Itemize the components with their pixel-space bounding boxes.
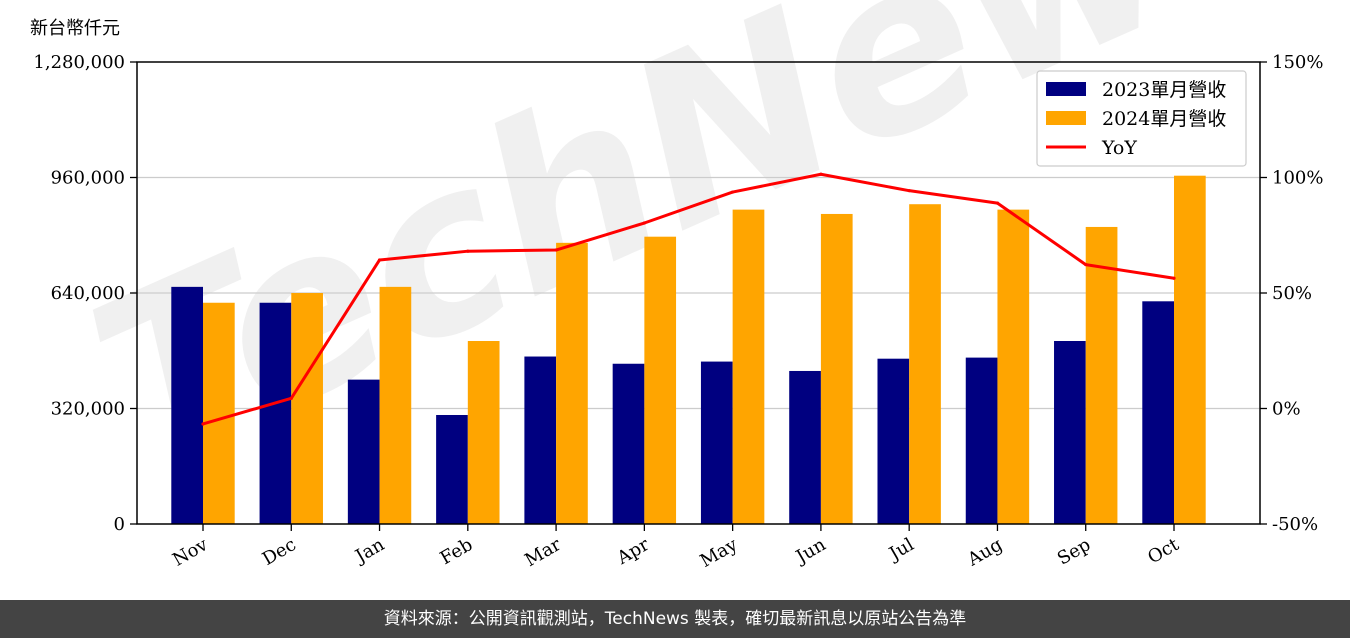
bar-2024-apr xyxy=(644,236,677,524)
x-tick-label-oct: Oct xyxy=(1144,534,1183,569)
bar-2024-dec xyxy=(291,293,323,524)
x-tick-label-nov: Nov xyxy=(169,534,212,571)
source-footer: 資料來源：公開資訊觀測站，TechNews 製表，確切最新訊息以原站公告為準 xyxy=(0,600,1350,638)
yoy-line xyxy=(202,172,1175,426)
bar-2023-apr xyxy=(612,363,645,524)
y-tick-label: 0 xyxy=(114,514,125,535)
y2-tick-label: 0% xyxy=(1272,399,1301,420)
yoy-point-mar xyxy=(554,248,558,252)
bar-2023-sep xyxy=(1054,341,1086,524)
legend-label-2024: 2024單月營收 xyxy=(1102,108,1226,130)
bar-2024-jan xyxy=(379,286,412,524)
x-tick-label-jul: Jul xyxy=(884,534,918,566)
yoy-point-apr xyxy=(642,221,646,225)
y2-tick-label: 50% xyxy=(1272,283,1312,304)
y-tick-label: 640,000 xyxy=(51,283,125,304)
legend-label-2023: 2023單月營收 xyxy=(1102,79,1226,101)
x-tick-label-mar: Mar xyxy=(521,534,565,571)
x-tick-label-sep: Sep xyxy=(1054,534,1094,569)
y2-tick-label: 100% xyxy=(1272,168,1323,189)
yoy-point-jun xyxy=(819,172,823,176)
legend-swatch-2024 xyxy=(1046,111,1086,125)
legend: 2023單月營收 2024單月營收 YoY xyxy=(1036,70,1247,167)
y-tick-label: 320,000 xyxy=(51,399,125,420)
x-tick-label-aug: Aug xyxy=(963,534,1006,571)
x-tick-label-apr: Apr xyxy=(613,534,653,569)
bar-2024-aug xyxy=(997,209,1030,524)
legend-box xyxy=(1036,70,1247,167)
bar-2024-mar xyxy=(556,242,588,524)
x-tick-label-dec: Dec xyxy=(259,534,300,570)
yoy-point-may xyxy=(731,190,735,194)
bar-2023-feb xyxy=(436,414,468,524)
yoy-point-aug xyxy=(995,201,1000,205)
y2-tick-label: -50% xyxy=(1272,514,1318,535)
bar-2023-jul xyxy=(877,358,910,524)
y-axis-unit-label: 新台幣仟元 xyxy=(30,18,120,39)
x-tick-label-jun: Jun xyxy=(791,534,830,569)
bar-2023-jan xyxy=(347,379,380,524)
bar-2023-dec xyxy=(259,302,292,524)
legend-swatch-2023 xyxy=(1046,82,1086,96)
bar-2023-aug xyxy=(965,357,998,524)
y2-tick-label: 150% xyxy=(1272,52,1323,73)
y-tick-label: 960,000 xyxy=(51,168,125,189)
x-tick-label-jan: Jan xyxy=(350,534,388,568)
revenue-chart: TechNews0320,000640,000960,0001,280,000-… xyxy=(33,0,1337,572)
yoy-point-jul xyxy=(907,189,911,193)
bar-2023-nov xyxy=(171,286,203,524)
x-tick-label-feb: Feb xyxy=(437,534,477,569)
bar-2023-may xyxy=(700,361,733,524)
bar-2024-jun xyxy=(820,213,853,524)
y-tick-label: 1,280,000 xyxy=(33,52,125,73)
bar-2023-mar xyxy=(524,356,557,524)
yoy-point-jan xyxy=(377,258,382,262)
yoy-point-sep xyxy=(1084,262,1088,267)
bar-2024-sep xyxy=(1085,226,1118,525)
bar-2024-feb xyxy=(467,341,500,524)
bar-2023-jun xyxy=(789,370,821,524)
x-tick-label-may: May xyxy=(697,534,742,572)
bar-2023-oct xyxy=(1142,301,1174,524)
legend-label-yoy: YoY xyxy=(1101,137,1137,159)
yoy-point-oct xyxy=(1172,276,1176,280)
bar-2024-nov xyxy=(203,302,235,524)
yoy-point-feb xyxy=(466,249,470,253)
bar-2024-jul xyxy=(909,204,941,524)
bar-2024-may xyxy=(732,209,765,524)
yoy-point-nov xyxy=(201,422,205,426)
yoy-point-dec xyxy=(289,396,293,400)
bar-2024-oct xyxy=(1174,175,1206,524)
